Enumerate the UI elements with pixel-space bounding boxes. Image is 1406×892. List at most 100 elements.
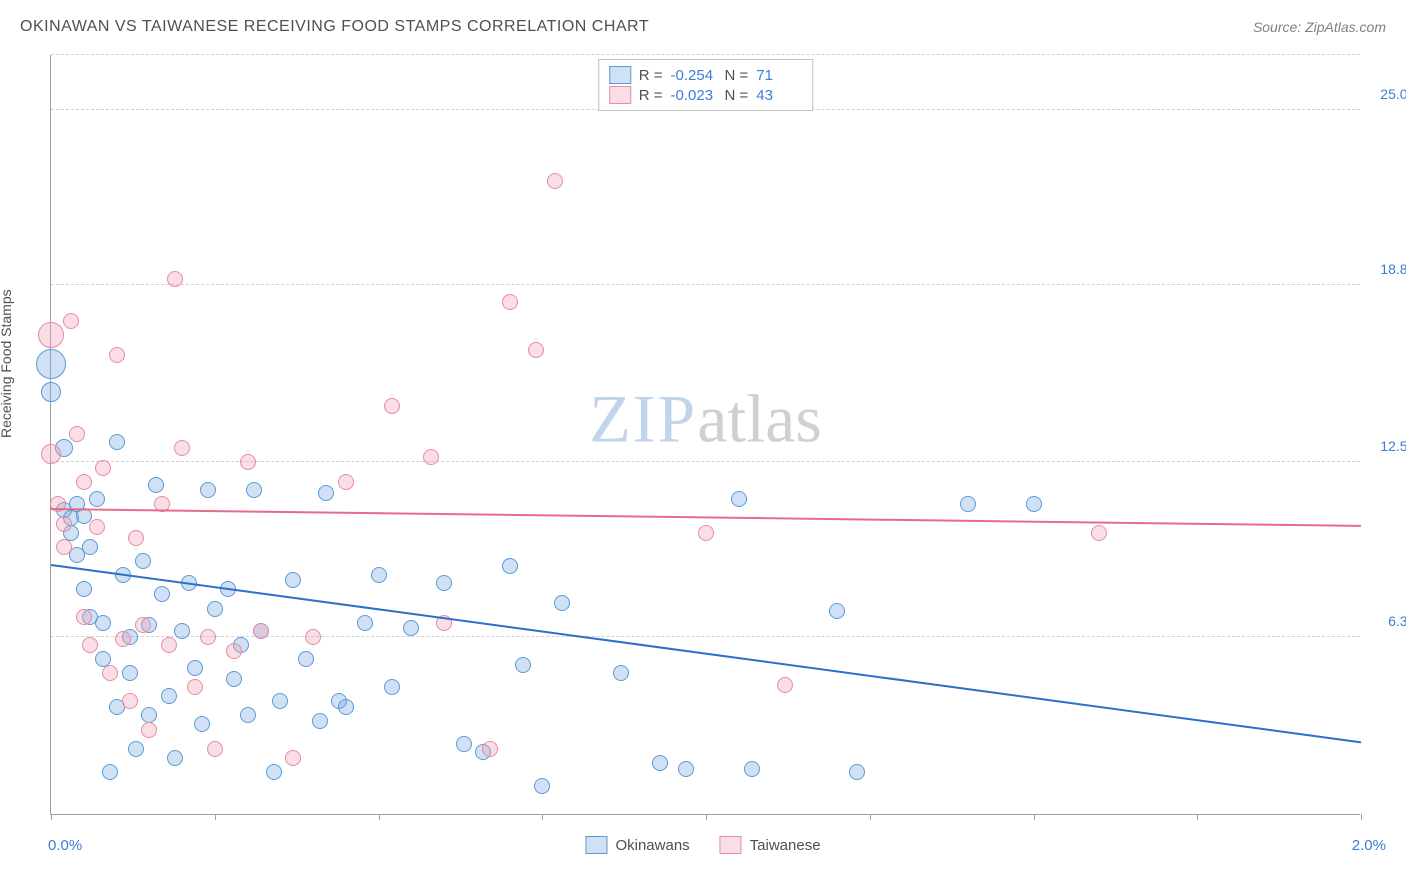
data-point xyxy=(141,722,157,738)
legend-label: Taiwanese xyxy=(750,837,821,854)
legend-label: Okinawans xyxy=(615,837,689,854)
r-label: R = xyxy=(639,67,663,84)
stats-row-okinawans: R = -0.254 N = 71 xyxy=(609,65,803,85)
data-point xyxy=(82,539,98,555)
data-point xyxy=(371,567,387,583)
source-label: Source: xyxy=(1253,19,1305,35)
data-point xyxy=(36,349,66,379)
data-point xyxy=(187,679,203,695)
data-point xyxy=(528,342,544,358)
data-point xyxy=(305,629,321,645)
data-point xyxy=(76,581,92,597)
data-point xyxy=(436,575,452,591)
title-row: OKINAWAN VS TAIWANESE RECEIVING FOOD STA… xyxy=(20,18,1386,36)
gridline xyxy=(51,284,1360,285)
n-label: N = xyxy=(725,67,749,84)
data-point xyxy=(613,665,629,681)
watermark-part2: atlas xyxy=(697,381,822,457)
data-point xyxy=(502,294,518,310)
source-name: ZipAtlas.com xyxy=(1305,19,1386,35)
y-tick-label: 25.0% xyxy=(1365,86,1406,102)
gridline xyxy=(51,54,1360,55)
plot-area: R = -0.254 N = 71 R = -0.023 N = 43 ZIPa… xyxy=(50,55,1360,815)
data-point xyxy=(318,485,334,501)
data-point xyxy=(312,713,328,729)
y-tick-label: 6.3% xyxy=(1365,613,1406,629)
x-axis-min-label: 0.0% xyxy=(48,837,82,854)
data-point xyxy=(744,761,760,777)
data-point xyxy=(272,693,288,709)
data-point xyxy=(652,755,668,771)
data-point xyxy=(128,741,144,757)
data-point xyxy=(678,761,694,777)
data-point xyxy=(56,539,72,555)
x-tick xyxy=(379,814,380,820)
data-point xyxy=(384,398,400,414)
legend-item-okinawans: Okinawans xyxy=(585,836,689,854)
data-point xyxy=(253,623,269,639)
x-tick xyxy=(215,814,216,820)
x-tick xyxy=(542,814,543,820)
data-point xyxy=(76,474,92,490)
data-point xyxy=(109,347,125,363)
data-point xyxy=(246,482,262,498)
watermark: ZIPatlas xyxy=(589,380,822,459)
data-point xyxy=(226,671,242,687)
data-point xyxy=(115,631,131,647)
n-label: N = xyxy=(725,87,749,104)
data-point xyxy=(82,637,98,653)
data-point xyxy=(161,688,177,704)
data-point xyxy=(95,460,111,476)
x-axis-max-label: 2.0% xyxy=(1352,837,1386,854)
y-axis-label: Receiving Food Stamps xyxy=(0,289,14,438)
data-point xyxy=(194,716,210,732)
data-point xyxy=(148,477,164,493)
x-tick xyxy=(1034,814,1035,820)
chart-title: OKINAWAN VS TAIWANESE RECEIVING FOOD STA… xyxy=(20,18,649,36)
data-point xyxy=(829,603,845,619)
data-point xyxy=(102,665,118,681)
data-point xyxy=(338,474,354,490)
data-point xyxy=(41,382,61,402)
legend-item-taiwanese: Taiwanese xyxy=(720,836,821,854)
data-point xyxy=(285,572,301,588)
data-point xyxy=(502,558,518,574)
data-point xyxy=(226,643,242,659)
data-point xyxy=(482,741,498,757)
x-tick xyxy=(706,814,707,820)
data-point xyxy=(200,482,216,498)
data-point xyxy=(1026,496,1042,512)
data-point xyxy=(38,322,64,348)
data-point xyxy=(161,637,177,653)
data-point xyxy=(187,660,203,676)
data-point xyxy=(89,491,105,507)
data-point xyxy=(154,586,170,602)
data-point xyxy=(547,173,563,189)
data-point xyxy=(122,693,138,709)
data-point xyxy=(384,679,400,695)
watermark-part1: ZIP xyxy=(589,381,697,457)
data-point xyxy=(76,609,92,625)
data-point xyxy=(63,313,79,329)
data-point xyxy=(1091,525,1107,541)
data-point xyxy=(41,444,61,464)
data-point xyxy=(128,530,144,546)
data-point xyxy=(174,440,190,456)
data-point xyxy=(357,615,373,631)
data-point xyxy=(731,491,747,507)
y-tick-label: 18.8% xyxy=(1365,261,1406,277)
data-point xyxy=(777,677,793,693)
swatch-okinawans-icon xyxy=(585,836,607,854)
data-point xyxy=(56,516,72,532)
data-point xyxy=(109,434,125,450)
x-tick xyxy=(1197,814,1198,820)
stats-legend-box: R = -0.254 N = 71 R = -0.023 N = 43 xyxy=(598,59,814,111)
data-point xyxy=(698,525,714,541)
data-point xyxy=(174,623,190,639)
data-point xyxy=(266,764,282,780)
data-point xyxy=(285,750,301,766)
data-point xyxy=(207,741,223,757)
data-point xyxy=(240,454,256,470)
data-point xyxy=(960,496,976,512)
data-point xyxy=(534,778,550,794)
